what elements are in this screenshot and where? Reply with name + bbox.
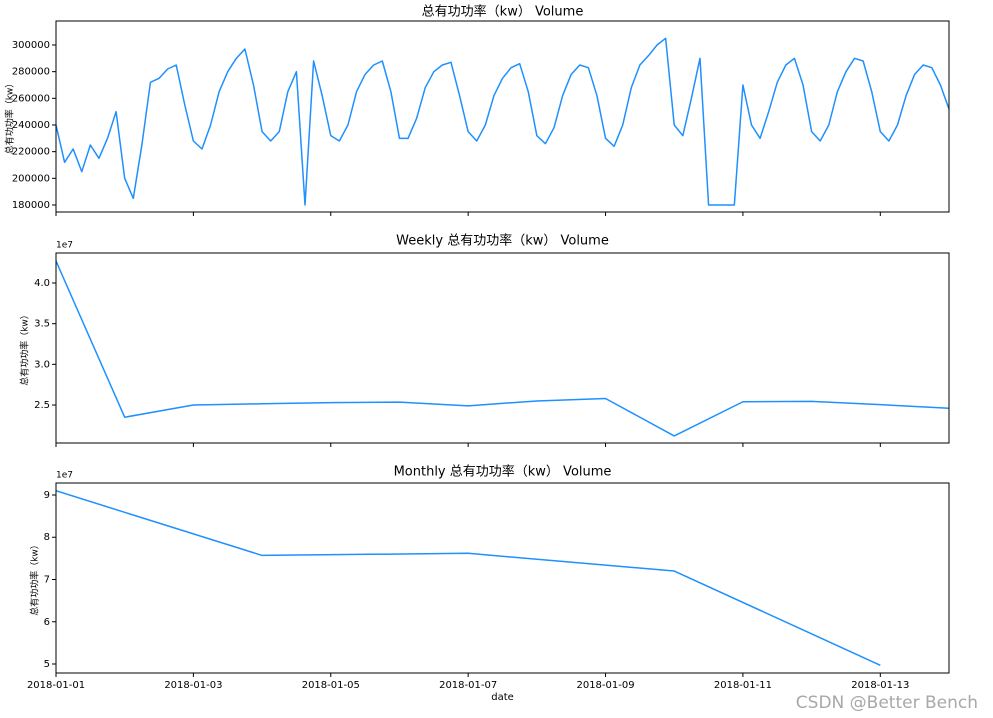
plot-frame xyxy=(55,20,950,213)
y-axis-label: 总有功功率（kw） xyxy=(4,79,16,155)
x-tick-label: 2018-01-11 xyxy=(714,680,772,691)
y-tick-label: 2.5 xyxy=(34,400,50,411)
y-tick-label: 9 xyxy=(44,490,50,501)
y-tick-label: 3.5 xyxy=(34,319,50,330)
watermark: CSDN @Better Bench xyxy=(796,693,978,713)
y-tick-label: 280000 xyxy=(12,67,50,78)
x-axis-label: date xyxy=(491,692,514,703)
y-tick-label: 6 xyxy=(44,617,50,628)
y-tick-label: 7 xyxy=(44,574,50,585)
y-tick-label: 200000 xyxy=(12,173,50,184)
y-tick-label: 8 xyxy=(44,532,50,543)
chart-title: 总有功功率（kw） Volume xyxy=(422,4,584,20)
y-axis-label: 总有功功率（kw） xyxy=(19,310,31,386)
y-tick-label: 180000 xyxy=(12,200,50,211)
plot-frame xyxy=(55,252,950,444)
offset-label: 1e7 xyxy=(56,471,73,481)
y-tick-label: 240000 xyxy=(12,120,50,131)
y-tick-label: 300000 xyxy=(12,40,50,51)
x-tick-label: 2018-01-01 xyxy=(27,680,85,691)
y-tick-label: 5 xyxy=(44,659,50,670)
data-line xyxy=(56,260,949,437)
y-tick-label: 220000 xyxy=(12,147,50,158)
x-tick-label: 2018-01-09 xyxy=(576,680,634,691)
data-line xyxy=(56,490,881,666)
offset-label: 1e7 xyxy=(56,241,73,251)
plot-frame xyxy=(55,482,950,674)
x-tick-label: 2018-01-03 xyxy=(164,680,222,691)
y-tick-label: 3.0 xyxy=(34,359,50,370)
chart-title: Monthly 总有功功率（kw） Volume xyxy=(394,464,612,480)
data-line xyxy=(56,37,949,206)
y-axis-label: 总有功功率（kw） xyxy=(29,540,41,616)
y-tick-label: 4.0 xyxy=(34,278,50,289)
x-tick-label: 2018-01-13 xyxy=(851,680,909,691)
y-tick-label: 260000 xyxy=(12,93,50,104)
x-tick-label: 2018-01-07 xyxy=(439,680,497,691)
chart-title: Weekly 总有功功率（kw） Volume xyxy=(396,233,609,249)
x-tick-label: 2018-01-05 xyxy=(302,680,360,691)
